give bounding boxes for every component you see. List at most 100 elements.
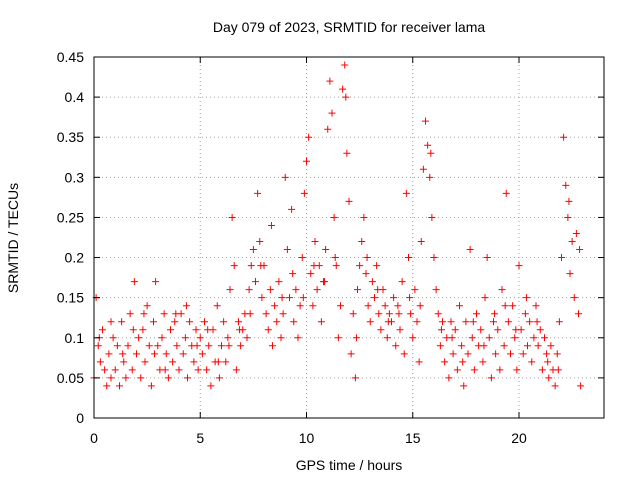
data-point [309,302,317,310]
data-point [447,318,455,326]
data-point [377,326,385,334]
data-point [358,238,366,246]
data-point [352,334,360,342]
data-point [547,342,555,350]
data-point [269,342,276,350]
data-point [532,302,540,310]
data-point [186,318,194,326]
data-point [288,205,296,213]
data-point [384,318,392,326]
data-point [246,310,254,318]
data-point [228,213,236,221]
data-point [565,197,573,205]
x-tick-label: 5 [196,430,204,446]
data-point [243,334,251,342]
data-point [331,254,339,262]
data-point [570,294,578,302]
data-point [521,310,529,318]
data-point [296,302,304,310]
y-tick-label: 0.05 [57,370,84,386]
data-point [139,326,147,334]
data-point [322,246,330,254]
data-point [141,358,149,366]
data-point [150,318,157,326]
y-axis-label: SRMTID / TECUs [5,183,21,293]
data-point [204,326,212,334]
data-point [164,374,172,382]
data-point [218,342,225,350]
data-point [224,334,232,342]
data-point [182,302,190,310]
data-point [528,358,536,366]
data-point [262,310,270,318]
data-point [491,310,499,318]
data-point [105,350,113,358]
data-point [430,254,438,262]
y-tick-label: 0.35 [57,129,84,145]
data-point [381,302,389,310]
data-point [305,133,313,141]
data-point [494,326,502,334]
data-point [120,358,128,366]
data-point [321,278,329,286]
data-point [544,358,552,366]
data-point [434,310,442,318]
data-point [193,342,201,350]
data-point [534,342,542,350]
data-point [462,318,470,326]
data-point [311,238,319,246]
data-point [154,342,162,350]
data-point [415,358,423,366]
data-point [487,374,495,382]
data-point [509,302,517,310]
data-point [137,374,145,382]
data-point [577,382,585,390]
data-point [374,286,382,294]
data-point [226,286,234,294]
plot-frame [93,56,605,419]
data-point [109,334,117,342]
data-point [152,278,160,286]
data-point [533,318,541,326]
data-point [101,366,109,374]
data-point [103,382,111,390]
data-point [522,294,530,302]
data-point [147,382,155,390]
data-point [334,334,342,342]
y-tick-label: 0.45 [57,49,84,65]
x-axis-label: GPS time / hours [296,457,403,473]
data-point [417,238,425,246]
data-point [458,342,466,350]
data-point [530,334,538,342]
y-tick-label: 0.2 [65,250,85,266]
data-point [555,318,563,326]
data-point [298,254,306,262]
data-point [400,350,408,358]
data-point [222,358,230,366]
data-point [375,310,383,318]
data-point [524,342,531,350]
data-point [496,366,504,374]
data-point [317,318,325,326]
data-point [214,358,222,366]
data-point [392,342,400,350]
data-point [460,382,468,390]
data-point [294,334,302,342]
data-point [511,334,519,342]
data-point [373,262,381,270]
data-point [207,382,215,390]
data-point [428,213,436,221]
y-tick-label: 0.15 [57,290,84,306]
data-point [512,326,520,334]
data-point [545,374,553,382]
data-point [492,350,500,358]
data-point [441,358,449,366]
data-point [562,181,570,189]
data-point [330,213,338,221]
data-point [451,326,459,334]
data-point [432,286,440,294]
data-point [273,318,281,326]
data-point [513,366,521,374]
data-point [256,238,264,246]
data-point [473,310,480,318]
